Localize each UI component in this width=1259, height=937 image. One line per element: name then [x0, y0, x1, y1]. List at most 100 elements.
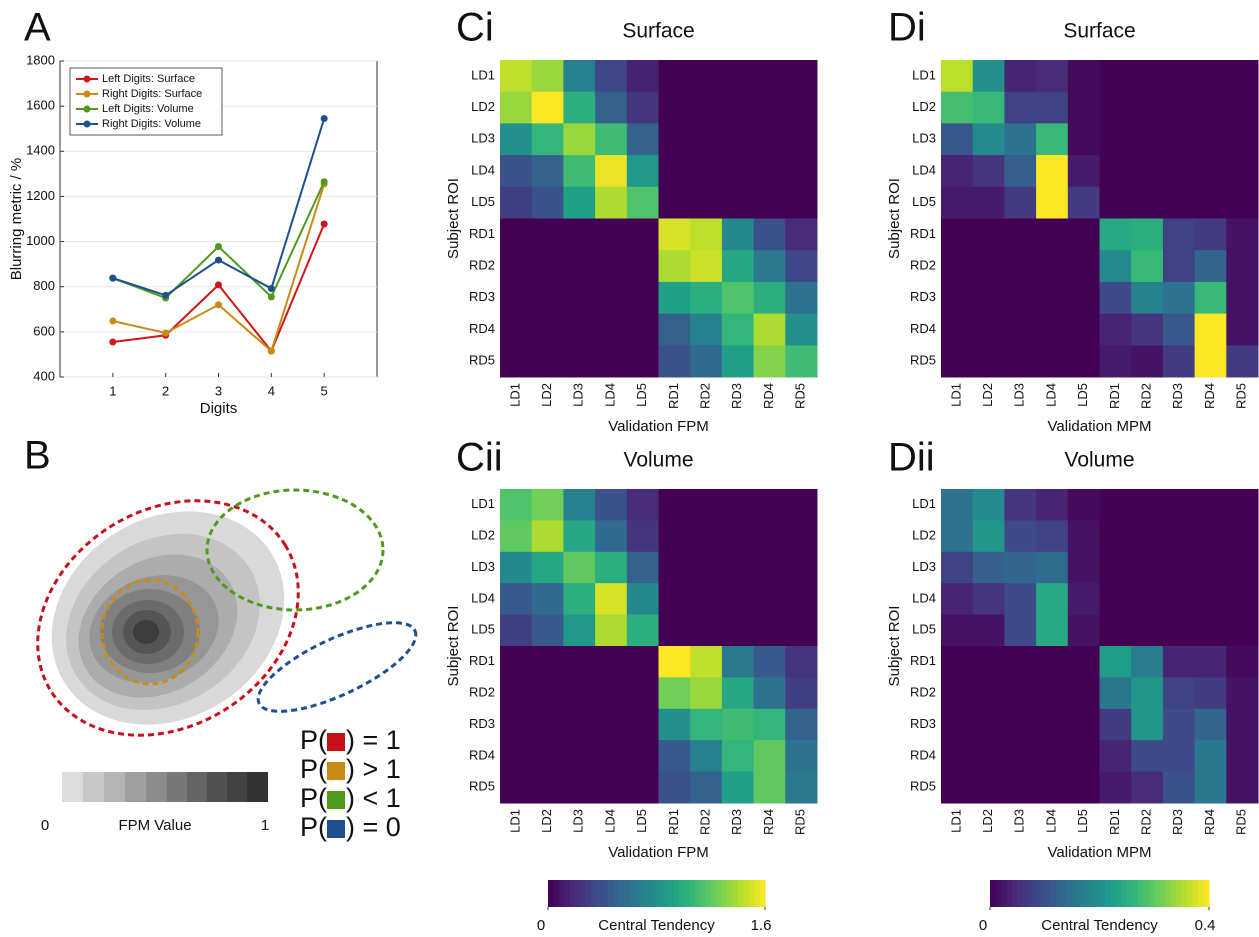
cell — [500, 551, 533, 584]
column-label: LD4 — [1043, 809, 1058, 833]
legend-marker — [83, 105, 91, 113]
fpm-scale-bar — [62, 772, 268, 802]
cell — [1004, 345, 1037, 378]
cell — [785, 91, 818, 124]
cell — [1131, 345, 1164, 378]
cell — [1004, 771, 1037, 804]
cell — [972, 345, 1005, 378]
cell — [1004, 281, 1037, 315]
cell — [658, 708, 691, 741]
legend-prefix: P( — [300, 812, 327, 842]
row-label: LD3 — [471, 559, 495, 574]
cell — [690, 123, 723, 156]
colorbar-tick-label: 0.4 — [1195, 917, 1216, 934]
cell — [1067, 250, 1100, 283]
cell — [753, 520, 786, 553]
column-label: LD4 — [602, 383, 617, 407]
cell — [785, 218, 818, 251]
chart-title: Surface — [1063, 20, 1135, 43]
cell — [658, 520, 691, 553]
cell — [1162, 155, 1196, 188]
colorbar-swatch — [990, 880, 996, 907]
cell — [753, 186, 786, 219]
cell — [1099, 60, 1132, 93]
legend-suffix: ) = 0 — [346, 812, 401, 842]
legend-suffix: ) < 1 — [346, 783, 401, 813]
cell — [753, 60, 786, 93]
cell — [531, 91, 564, 124]
cell — [1067, 281, 1100, 315]
cell — [500, 740, 533, 773]
cell — [753, 123, 786, 156]
column-label: LD2 — [980, 809, 995, 833]
row-label: LD4 — [471, 162, 495, 177]
cell — [1131, 708, 1164, 741]
cell — [1194, 186, 1227, 219]
cell — [1036, 520, 1069, 553]
cell — [531, 708, 564, 741]
cell — [1194, 646, 1227, 678]
cell — [1226, 489, 1259, 521]
cell — [941, 708, 974, 741]
cell — [1162, 583, 1196, 616]
cell — [1036, 91, 1069, 124]
colorbar-swatch — [591, 880, 598, 907]
cell — [690, 60, 723, 93]
cell — [690, 677, 723, 710]
cell — [563, 155, 596, 188]
x-tick-label: 3 — [215, 383, 222, 398]
cell — [941, 520, 974, 553]
column-label: RD3 — [729, 383, 744, 409]
colorbar-swatch — [1159, 880, 1166, 907]
y-axis-label: Subject ROI — [886, 178, 903, 259]
cell — [972, 281, 1005, 315]
diagram-b — [36, 488, 418, 802]
cell — [563, 646, 596, 678]
cell — [721, 520, 755, 553]
cell — [690, 345, 723, 378]
colorbar-swatch — [1165, 880, 1172, 907]
colorbar-swatch — [1099, 880, 1106, 907]
colorbar-swatch — [1198, 880, 1205, 907]
point — [162, 291, 170, 299]
cell — [785, 677, 818, 710]
cell — [690, 708, 723, 741]
cell — [658, 91, 691, 124]
cell — [690, 250, 723, 283]
cell — [1099, 677, 1132, 710]
legend-marker — [83, 120, 91, 128]
cell — [531, 489, 564, 521]
cell — [972, 218, 1005, 251]
cell — [1099, 489, 1132, 521]
cell — [721, 60, 755, 93]
cell — [972, 123, 1005, 156]
cell — [1162, 250, 1196, 283]
cell — [972, 489, 1005, 521]
cell — [626, 520, 659, 553]
cell — [1131, 489, 1164, 521]
x-tick-label: 5 — [321, 383, 328, 398]
cell — [1067, 345, 1100, 378]
cell — [1004, 583, 1037, 616]
point — [267, 285, 275, 293]
cell — [1131, 313, 1164, 346]
point — [109, 317, 117, 325]
legend-label: Right Digits: Volume — [102, 118, 201, 130]
cell — [1004, 155, 1037, 188]
cell — [626, 281, 659, 315]
colorbar-swatch — [569, 880, 576, 907]
cell — [531, 677, 564, 710]
point — [267, 347, 275, 355]
cell — [563, 771, 596, 804]
cell — [1004, 646, 1037, 678]
cell — [785, 520, 818, 553]
cell — [595, 91, 628, 124]
column-label: RD2 — [1138, 383, 1153, 409]
cell — [1162, 677, 1196, 710]
cell — [563, 186, 596, 219]
cell — [626, 155, 659, 188]
point — [320, 220, 328, 228]
colorbar-swatch — [1148, 880, 1155, 907]
cell — [563, 520, 596, 553]
